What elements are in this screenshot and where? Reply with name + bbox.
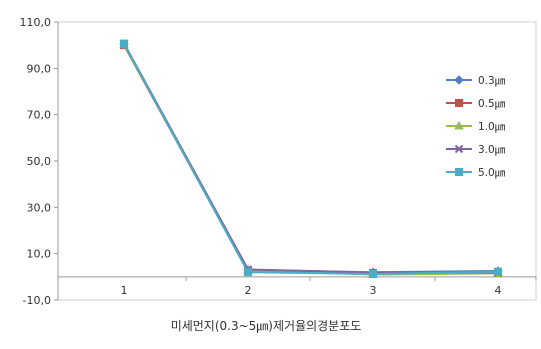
y-tick-label: 50,0 bbox=[27, 155, 52, 168]
legend-marker bbox=[455, 99, 463, 107]
legend-marker bbox=[454, 120, 464, 130]
legend-label: 3.0㎛ bbox=[478, 144, 506, 156]
y-tick-label: 90,0 bbox=[27, 62, 52, 75]
legend-label: 0.3㎛ bbox=[478, 75, 506, 87]
x-tick-label: 3 bbox=[370, 284, 377, 297]
data-point bbox=[120, 39, 128, 48]
legend-item: 0.3㎛ bbox=[446, 75, 506, 87]
legend-label: 5.0㎛ bbox=[478, 167, 506, 179]
legend-marker bbox=[455, 168, 463, 176]
x-tick-label: 1 bbox=[121, 284, 128, 297]
data-point bbox=[494, 267, 502, 276]
legend-label: 0.5㎛ bbox=[478, 98, 506, 110]
plot-area bbox=[57, 21, 537, 301]
legend-item: 5.0㎛ bbox=[446, 167, 506, 179]
data-point bbox=[369, 270, 377, 279]
legend-item: 0.5㎛ bbox=[446, 98, 506, 110]
legend-item: 3.0㎛ bbox=[446, 144, 506, 156]
legend-marker bbox=[454, 144, 464, 154]
series-5 bbox=[120, 39, 502, 279]
y-tick-label: 30,0 bbox=[27, 201, 52, 214]
y-tick-label: 70,0 bbox=[27, 109, 52, 122]
y-tick-label: 110,0 bbox=[20, 16, 52, 29]
x-tick-label: 2 bbox=[245, 284, 252, 297]
data-point bbox=[244, 268, 252, 277]
legend-item: 1.0㎛ bbox=[446, 120, 506, 133]
legend-label: 1.0㎛ bbox=[478, 121, 506, 133]
x-axis-title: 미세먼지(0.3~5㎛)제거율의경분포도 bbox=[171, 319, 362, 333]
legend: 0.3㎛ 0.5㎛ 1.0㎛ 3.0㎛ 5.0㎛ bbox=[446, 75, 506, 179]
y-tick-label: -10,0 bbox=[23, 294, 51, 307]
x-tick-label: 4 bbox=[495, 284, 502, 297]
series-line bbox=[123, 43, 499, 276]
legend-marker bbox=[454, 75, 464, 85]
y-tick-label: 10,0 bbox=[27, 248, 52, 261]
